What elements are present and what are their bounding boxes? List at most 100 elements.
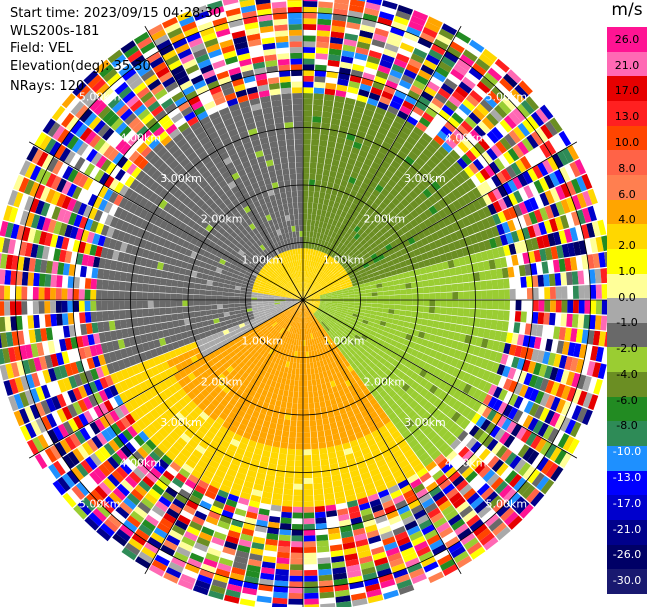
ppi-gate xyxy=(354,302,361,306)
ppi-gate xyxy=(359,239,367,246)
ppi-gate xyxy=(303,298,309,300)
ppi-gate xyxy=(552,153,564,169)
ppi-gate xyxy=(357,328,365,335)
ppi-gate xyxy=(397,337,405,344)
ppi-gate xyxy=(319,401,326,408)
ppi-gate xyxy=(308,302,314,305)
ppi-gate xyxy=(415,274,423,282)
ppi-gate xyxy=(314,301,321,303)
ppi-gate xyxy=(119,291,125,300)
ppi-gate xyxy=(377,101,389,111)
ppi-gate xyxy=(56,313,63,326)
ppi-gate xyxy=(461,406,472,418)
ppi-gate xyxy=(290,564,303,571)
ppi-gate xyxy=(569,161,581,178)
ppi-gate xyxy=(216,304,223,309)
ppi-gate xyxy=(318,442,327,449)
ppi-gate xyxy=(177,313,184,320)
ppi-gate xyxy=(171,279,178,287)
ppi-gate xyxy=(449,323,457,332)
ppi-gate xyxy=(335,310,342,315)
ppi-gate xyxy=(349,273,356,279)
ppi-gate xyxy=(330,289,337,293)
ppi-gate xyxy=(282,425,290,432)
ppi-gate xyxy=(374,197,383,206)
ppi-gate xyxy=(518,384,529,398)
ppi-gate xyxy=(581,329,589,344)
ppi-gate xyxy=(313,281,318,287)
ppi-gate xyxy=(379,59,393,69)
ppi-gate xyxy=(329,308,336,313)
ppi-gate xyxy=(534,390,545,405)
ppi-gate xyxy=(342,205,350,213)
ppi-gate xyxy=(347,333,355,340)
ppi-gate xyxy=(486,148,498,161)
ppi-gate xyxy=(499,119,513,133)
ppi-gate xyxy=(549,218,559,232)
ppi-gate xyxy=(447,397,458,408)
ppi-gate xyxy=(463,282,470,291)
ppi-gate xyxy=(387,105,399,116)
ppi-gate xyxy=(544,443,557,459)
ppi-gate xyxy=(494,258,502,269)
ppi-gate xyxy=(304,259,307,266)
ppi-gate xyxy=(437,401,448,412)
ppi-gate xyxy=(503,115,517,129)
ppi-gate xyxy=(80,265,87,278)
ppi-gate xyxy=(490,319,498,330)
ppi-gate xyxy=(313,243,318,250)
ppi-gate xyxy=(314,298,321,300)
ppi-gate xyxy=(342,218,349,226)
ppi-gate xyxy=(405,310,412,317)
ppi-gate xyxy=(320,186,327,193)
ppi-gate xyxy=(383,295,390,300)
ppi-gate xyxy=(307,202,313,209)
ppi-gate xyxy=(322,105,333,113)
ppi-gate xyxy=(305,248,309,255)
ppi-gate xyxy=(368,223,376,231)
ppi-gate xyxy=(373,347,381,354)
ppi-gate xyxy=(316,419,323,426)
ppi-gate xyxy=(414,323,422,331)
ppi-gate xyxy=(303,391,309,398)
ppi-gate xyxy=(516,103,531,119)
ppi-gate xyxy=(349,0,366,8)
ppi-gate xyxy=(468,425,480,437)
ppi-gate xyxy=(428,102,441,114)
ppi-gate xyxy=(311,139,320,146)
ppi-gate xyxy=(317,277,323,283)
ppi-gate xyxy=(539,378,550,392)
ppi-gate xyxy=(498,300,505,310)
ppi-gate xyxy=(384,169,394,179)
ppi-gate xyxy=(434,285,441,293)
ppi-gate xyxy=(312,122,321,129)
ppi-gate xyxy=(456,58,471,72)
ppi-gate xyxy=(342,246,349,253)
ppi-gate xyxy=(406,294,413,300)
ppi-gate xyxy=(322,284,328,289)
ppi-gate xyxy=(412,329,420,337)
ppi-gate xyxy=(426,234,435,244)
ppi-gate xyxy=(473,272,481,282)
ppi-gate xyxy=(307,283,310,290)
ppi-gate xyxy=(539,407,550,422)
ppi-gate xyxy=(438,390,448,401)
ppi-gate xyxy=(486,409,498,422)
ppi-gate xyxy=(556,340,565,354)
ppi-gate xyxy=(55,301,62,313)
ppi-gate xyxy=(313,294,320,297)
ppi-gate xyxy=(313,274,318,280)
ppi-gate xyxy=(468,67,483,81)
ppi-gate xyxy=(381,90,394,100)
ppi-gate xyxy=(314,494,324,501)
ppi-gate xyxy=(314,268,319,275)
ppi-gate xyxy=(417,37,433,49)
ppi-gate xyxy=(383,48,397,58)
ppi-gate xyxy=(437,146,449,158)
ppi-gate xyxy=(354,179,363,187)
ppi-gate xyxy=(365,103,377,112)
ppi-gate xyxy=(303,288,305,295)
ppi-gate xyxy=(389,300,395,305)
ppi-gate xyxy=(380,277,388,283)
ppi-gate xyxy=(463,308,470,317)
